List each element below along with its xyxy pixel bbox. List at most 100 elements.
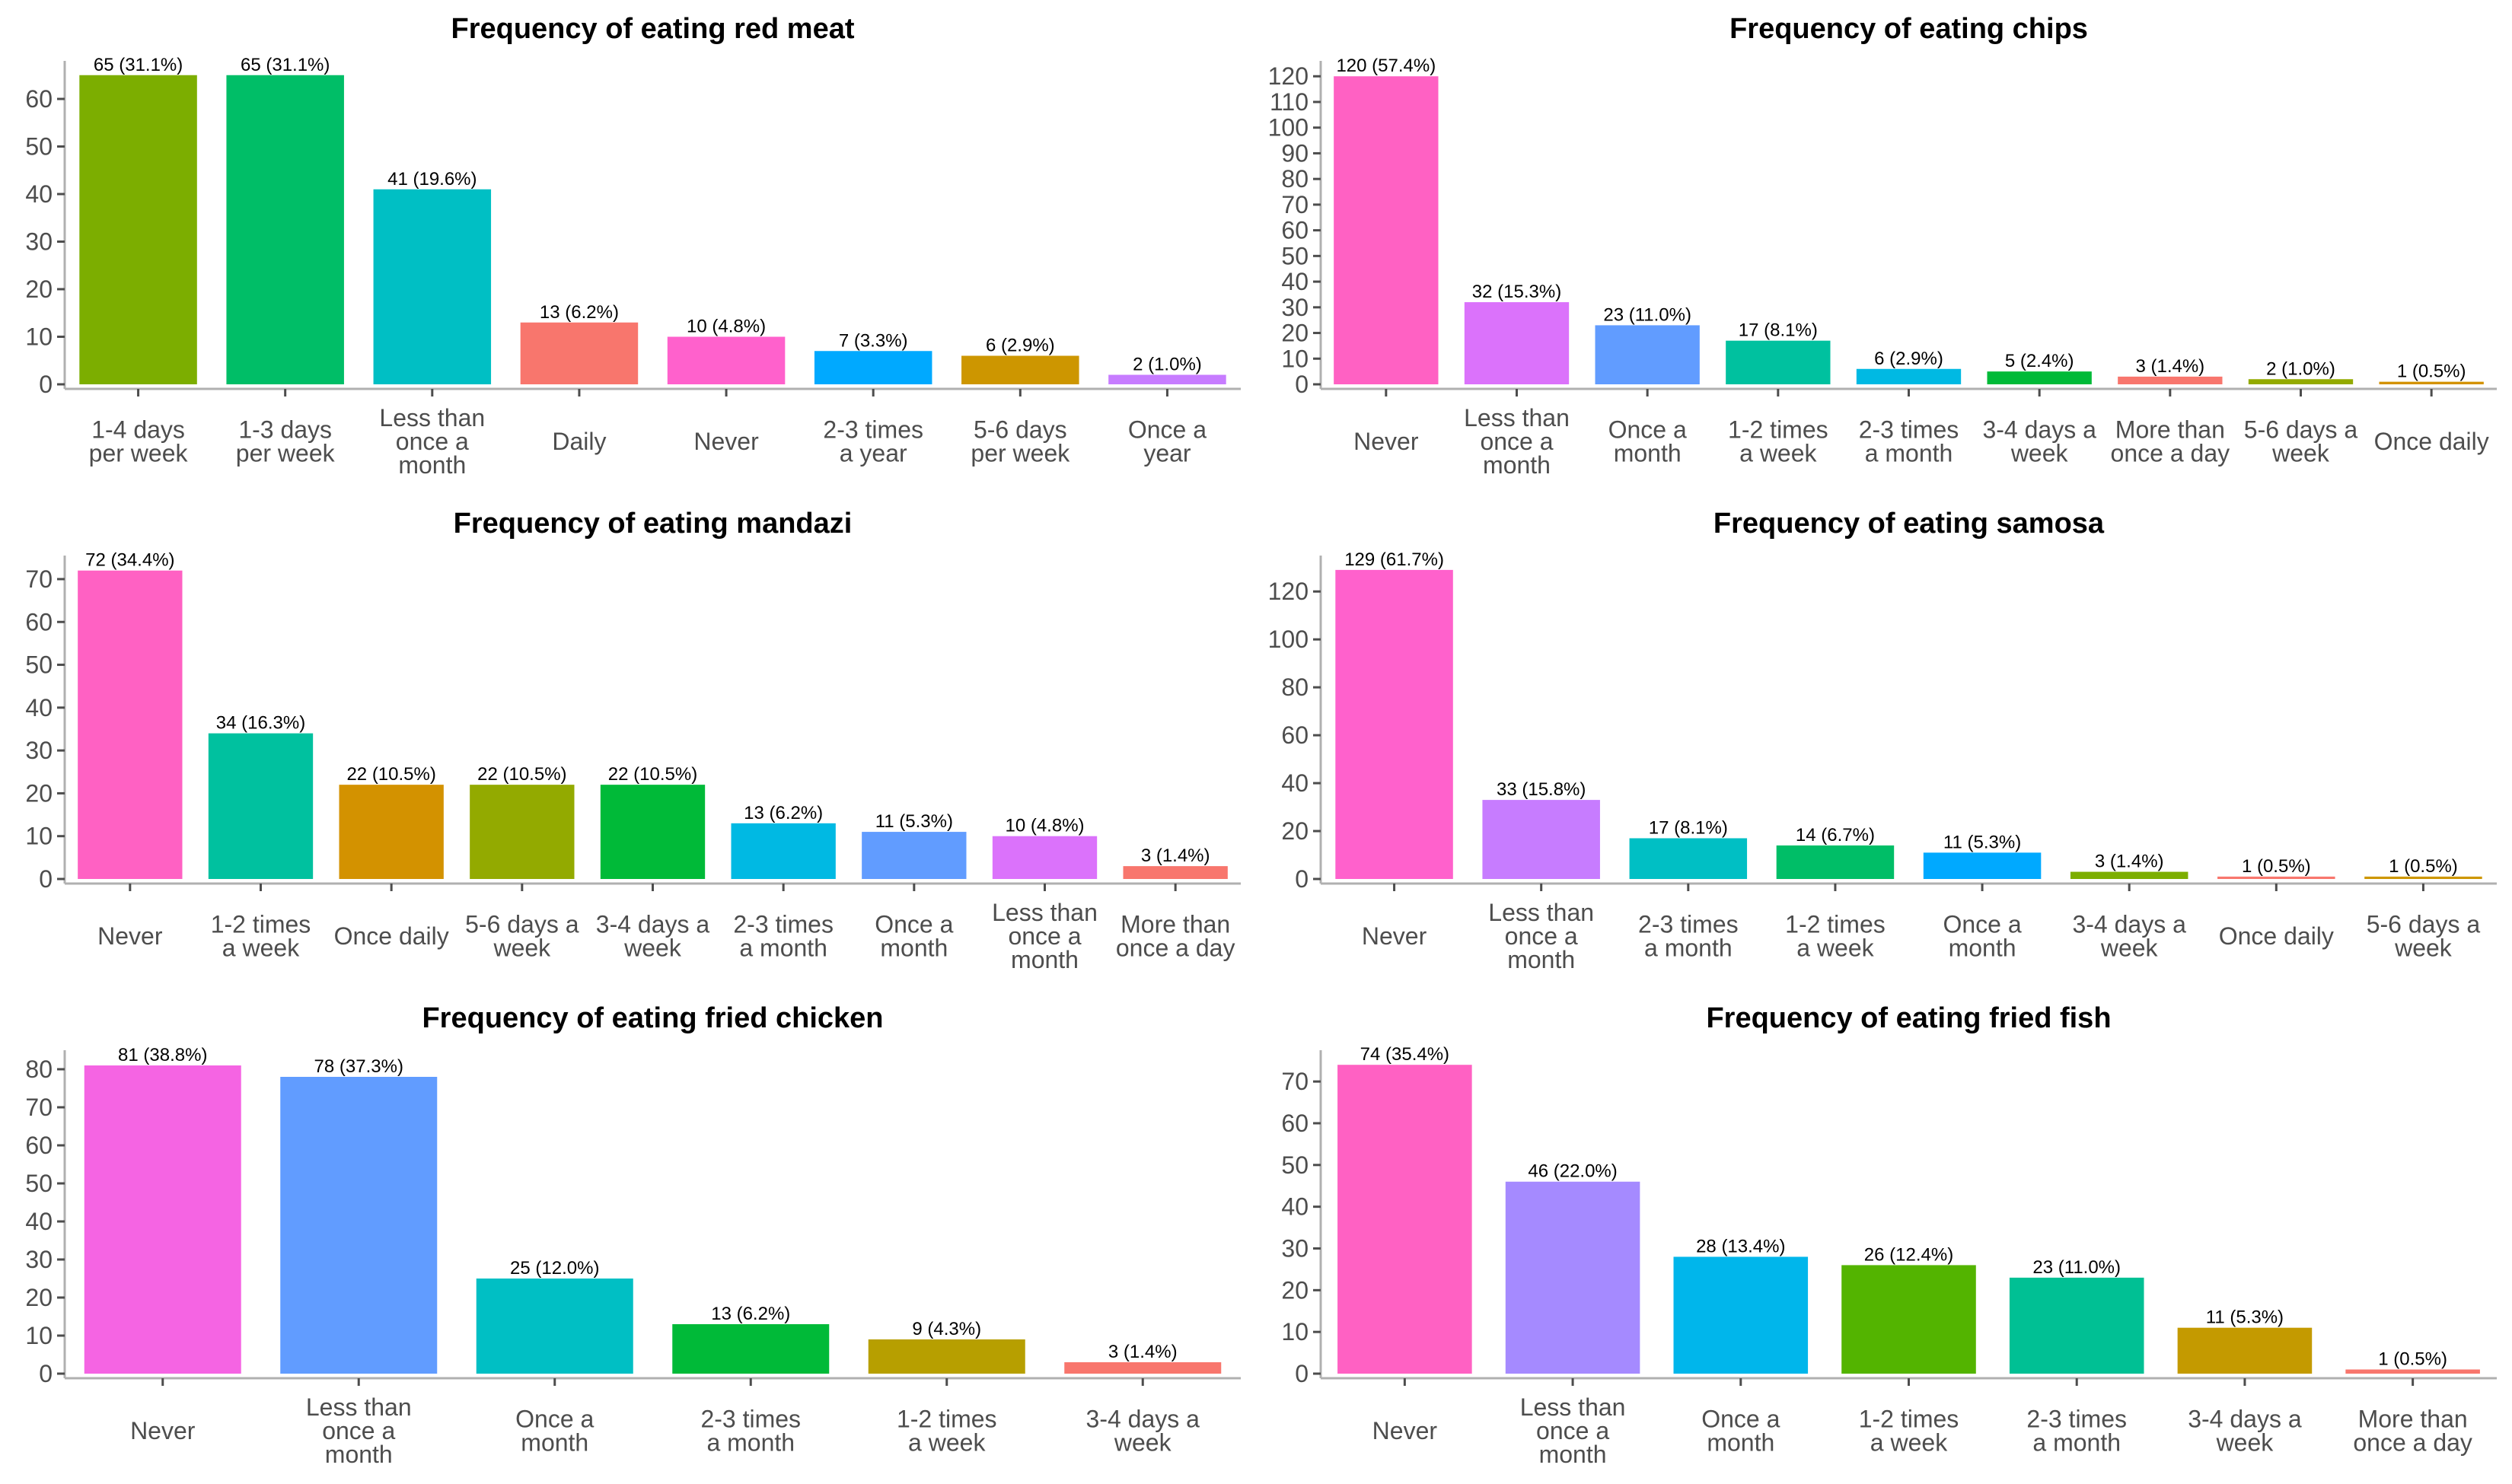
x-tick-label: Never [130,1417,196,1444]
bar [280,1077,438,1374]
x-tick-label-line: once a day [2353,1429,2472,1457]
y-tick-label: 40 [1281,769,1309,797]
x-tick-label-line: 2-3 times [700,1406,801,1433]
x-tick-label: 1-4 days per week [89,416,189,467]
data-label: 65 (31.1%) [241,55,330,75]
y-tick-label: 70 [25,565,53,593]
x-tick-label: Less than once a month [1488,899,1594,973]
y-tick-label: 60 [25,85,53,113]
data-label: 3 (1.4%) [1108,1342,1178,1362]
x-tick-label: 3-4 days a week [1982,416,2096,467]
y-tick-label: 20 [25,1284,53,1311]
bar [470,785,575,879]
bar [78,570,183,879]
x-tick-label-line: a month [1865,440,1953,467]
x-tick-label-line: a week [222,935,300,962]
x-tick-label-line: 5-6 days a [2367,911,2481,938]
y-tick-label: 40 [1281,1193,1309,1221]
x-tick-label-line: 1-2 times [1728,416,1828,444]
x-tick-label-line: 1-2 times [897,1406,997,1433]
bar [1629,838,1748,879]
bar-chart-fried-chicken: Frequency of eating fried chicken 0 10 20 30… [25,1002,1241,1468]
x-tick-label-line: Once a [1701,1406,1780,1433]
bar-chart-red-meat: Frequency of eating red meat 0 10 20 30 40 50 6… [25,13,1241,479]
y-tick-label: 0 [1295,1360,1309,1387]
x-tick-label-line: 1-4 days [91,416,185,444]
x-tick-label-line: per week [971,440,1070,467]
x-tick-label-line: week [623,935,682,962]
y-tick-label: 120 [1268,62,1309,90]
x-tick-label-line: 5-6 days [974,416,1067,444]
bar [600,785,706,879]
x-tick-label-line: 2-3 times [1859,416,1959,444]
x-tick-label-line: a month [2032,1429,2121,1457]
x-tick-label: 2-3 times a month [700,1406,801,1457]
x-tick-label-line: Less than [306,1393,412,1421]
chart-title: Frequency of eating fried fish [1706,1002,2111,1034]
x-tick-label: 3-4 days a week [596,911,710,962]
x-tick-label-line: Less than [379,404,485,432]
bar [2177,1327,2313,1374]
data-label: 13 (6.2%) [744,803,823,823]
y-tick-label: 100 [1268,626,1309,653]
data-label: 1 (0.5%) [2378,1349,2447,1370]
bar [1108,374,1226,384]
x-tick-label-line: month [1707,1429,1774,1457]
y-tick-label: 80 [1281,165,1309,193]
x-tick-label-line: Daily [552,428,606,455]
x-tick-label: More than once a day [2353,1406,2472,1457]
x-tick-label: Once a month [1701,1406,1780,1457]
x-tick-label: 1-2 times a week [1859,1406,1959,1457]
y-tick-label: 10 [1281,1318,1309,1345]
bar [667,336,786,384]
x-tick-label-line: month [1614,440,1682,467]
x-tick-label-line: 1-2 times [1859,1406,1959,1433]
x-tick-label-line: 1-3 days [238,416,332,444]
chart-title: Frequency of eating chips [1729,13,2088,45]
bar-chart-samosa: Frequency of eating samosa 0 20 40 60 80 100 12… [1268,508,2497,973]
x-tick-label-line: Once a [1943,911,2021,938]
bar [2379,381,2484,384]
y-tick-label: 30 [25,1246,53,1273]
y-tick-label: 70 [25,1094,53,1121]
x-tick-label: Once a year [1128,416,1207,467]
bar [1334,76,1439,384]
x-tick-label-line: Never [693,428,759,455]
x-tick-label: Once a month [1943,911,2021,962]
data-label: 41 (19.6%) [387,169,477,189]
x-tick-label-line: 2-3 times [1638,911,1739,938]
x-tick-label-line: month [1483,451,1551,479]
data-label: 22 (10.5%) [477,764,566,785]
y-tick-label: 50 [25,651,53,679]
data-label: 28 (13.4%) [1696,1236,1785,1256]
bar [862,832,967,879]
bar [84,1065,241,1374]
data-label: 6 (2.9%) [1874,349,1943,369]
data-label: 33 (15.8%) [1497,779,1586,800]
x-tick-label-line: Less than [992,899,1098,926]
y-tick-label: 90 [1281,139,1309,167]
x-tick-label-line: once a [1480,428,1553,455]
x-tick-label-line: week [2010,440,2069,467]
bar [339,785,444,879]
x-tick-label: 3-4 days a week [2188,1406,2302,1457]
x-tick-label: 3-4 days a week [2072,911,2186,962]
y-tick-label: 110 [1270,88,1309,116]
x-tick-label: Once daily [2219,922,2334,950]
x-tick-label: 2-3 times a month [733,911,834,962]
x-tick-label: Never [97,922,163,950]
x-tick-label-line: year [1143,440,1191,467]
bar [1595,325,1700,384]
x-tick-label-line: 5-6 days a [2244,416,2358,444]
x-tick-label-line: 2-3 times [823,416,923,444]
x-tick-label-line: month [398,451,466,479]
x-tick-label-line: Once a [1608,416,1687,444]
bar [1464,302,1570,384]
bar [1776,845,1895,879]
x-tick-label-line: once a [396,428,469,455]
chart-panel-fried-fish: Frequency of eating fried fish 0 10 20 30 40 5… [1256,989,2512,1484]
data-label: 7 (3.3%) [839,330,908,351]
x-tick-label-line: once a day [1116,935,1235,962]
bar [520,322,639,384]
x-tick-label-line: week [2271,440,2330,467]
